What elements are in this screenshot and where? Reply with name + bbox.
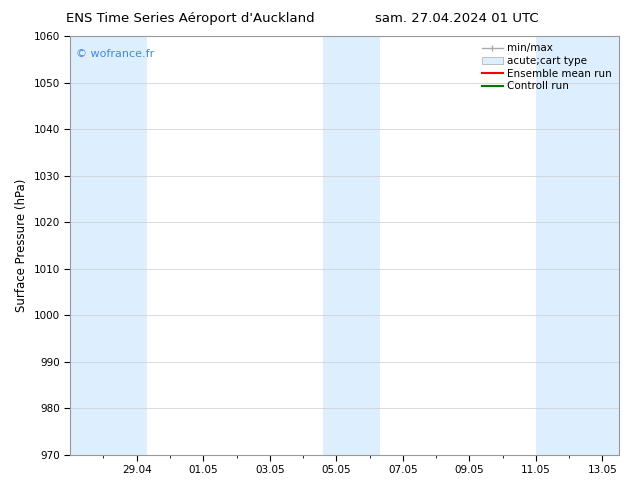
Y-axis label: Surface Pressure (hPa): Surface Pressure (hPa): [15, 179, 28, 312]
Legend: min/max, acute;cart type, Ensemble mean run, Controll run: min/max, acute;cart type, Ensemble mean …: [478, 39, 616, 96]
Text: sam. 27.04.2024 01 UTC: sam. 27.04.2024 01 UTC: [375, 12, 538, 25]
Bar: [70, 36, 146, 455]
Bar: [536, 36, 619, 455]
Text: © wofrance.fr: © wofrance.fr: [75, 49, 154, 59]
Text: ENS Time Series Aéroport d'Auckland: ENS Time Series Aéroport d'Auckland: [66, 12, 314, 25]
Bar: [323, 36, 380, 455]
